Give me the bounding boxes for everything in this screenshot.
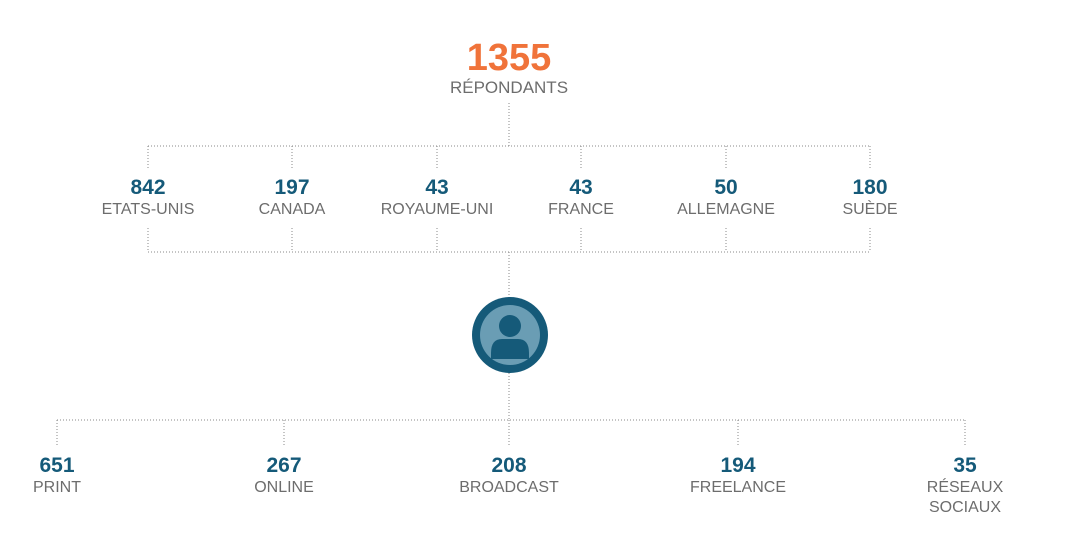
country-label: CANADA	[258, 201, 326, 218]
sector-label: ONLINE	[254, 479, 314, 496]
sector-node: 194 FREELANCE	[690, 454, 786, 498]
country-value: 43	[425, 176, 449, 199]
sector-value: 35	[953, 454, 977, 477]
sector-label: BROADCAST	[459, 479, 559, 496]
country-label: ETATS-UNIS	[101, 201, 195, 218]
country-value: 842	[130, 176, 166, 199]
country-label: ALLEMAGNE	[677, 201, 775, 218]
sector-node: 651 PRINT	[33, 454, 81, 498]
country-label: SUÈDE	[842, 201, 898, 218]
country-node: 43 FRANCE	[548, 176, 614, 220]
country-node: 197 CANADA	[259, 176, 326, 220]
sector-node: 35 RÉSEAUX SOCIAUX	[927, 454, 1003, 518]
sector-value: 194	[720, 454, 756, 477]
sector-value: 651	[39, 454, 75, 477]
country-node: 842 ETATS-UNIS	[102, 176, 195, 220]
country-node: 180 SUÈDE	[842, 176, 897, 220]
sector-value: 267	[266, 454, 302, 477]
sector-value: 208	[491, 454, 527, 477]
country-value: 43	[569, 176, 593, 199]
user-avatar-icon	[472, 297, 548, 373]
country-label: ROYAUME-UNI	[380, 201, 494, 218]
root-label: RÉPONDANTS	[449, 78, 569, 97]
sector-label: FREELANCE	[689, 479, 787, 496]
root-node: 1355 RÉPONDANTS	[450, 38, 568, 98]
sector-node: 267 ONLINE	[254, 454, 314, 498]
sector-label: RÉSEAUX SOCIAUX	[926, 479, 1004, 516]
country-value: 50	[714, 176, 738, 199]
root-value: 1355	[466, 37, 552, 79]
country-value: 197	[274, 176, 310, 199]
country-node: 43 ROYAUME-UNI	[381, 176, 494, 220]
country-label: FRANCE	[548, 201, 614, 218]
country-value: 180	[852, 176, 888, 199]
sector-node: 208 BROADCAST	[459, 454, 559, 498]
country-node: 50 ALLEMAGNE	[677, 176, 775, 220]
sector-label: PRINT	[33, 479, 81, 496]
